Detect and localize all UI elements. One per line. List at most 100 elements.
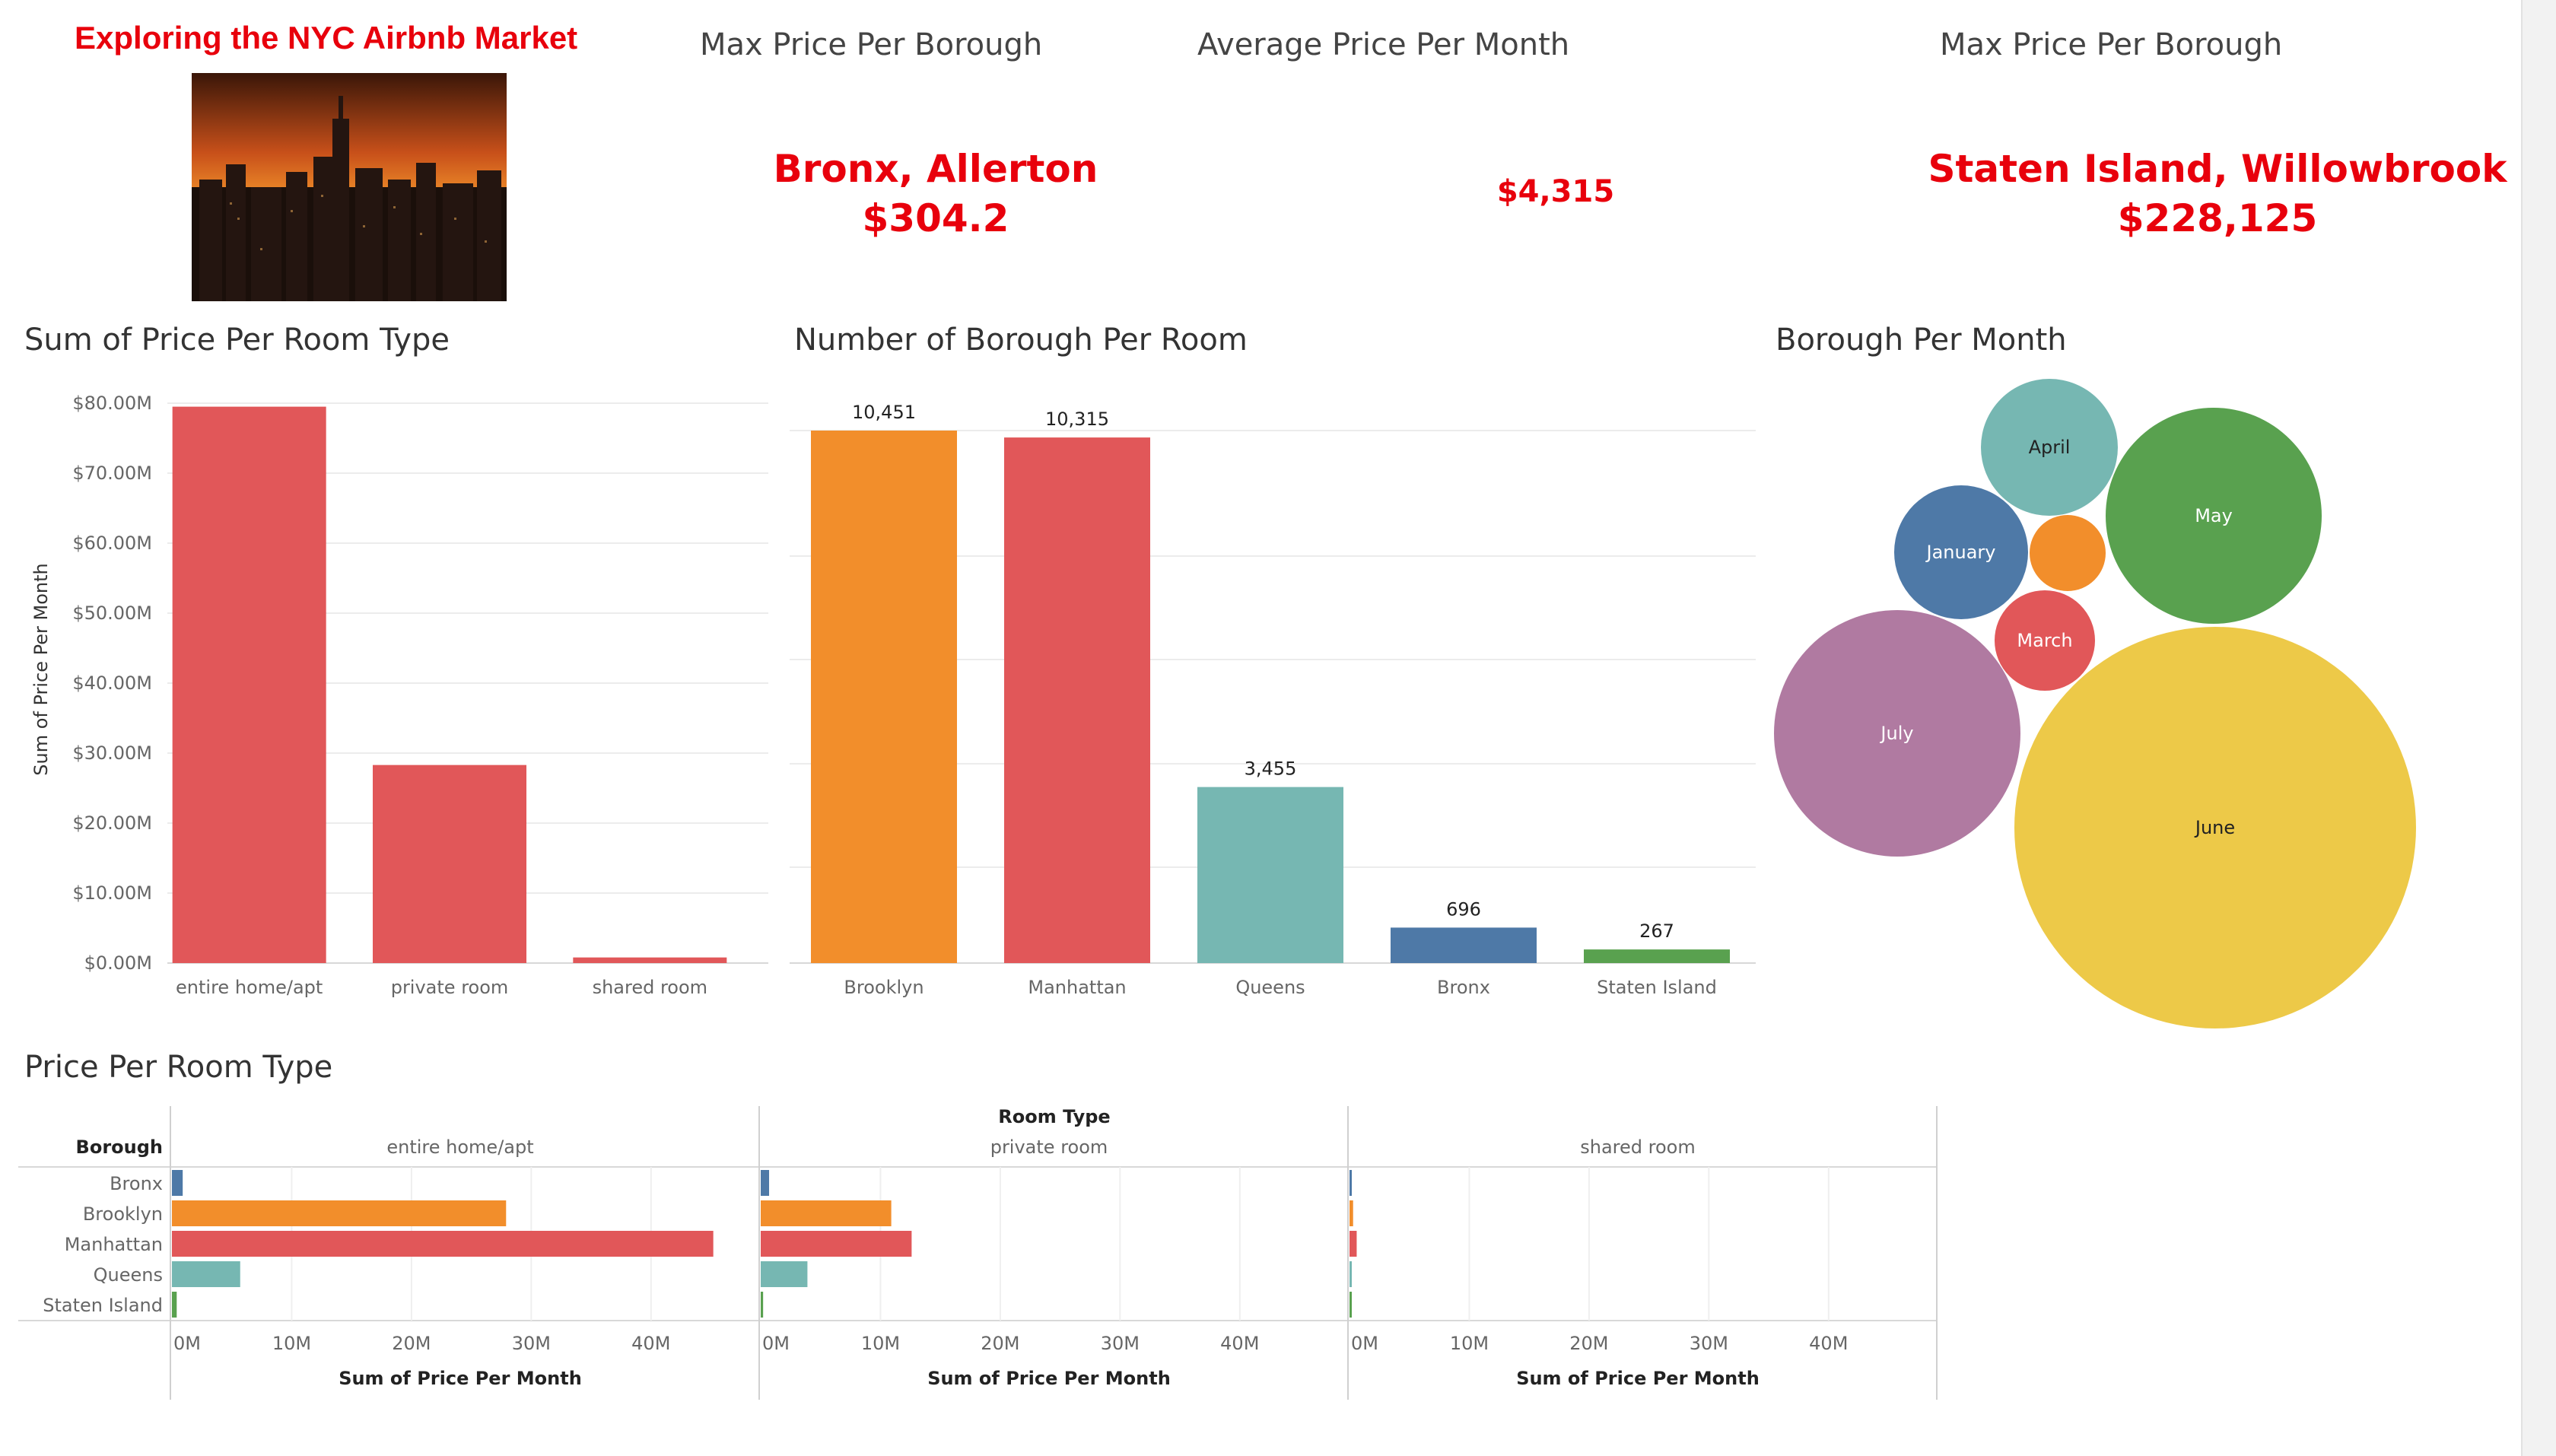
price-room-type-title: Price Per Room Type xyxy=(24,1050,333,1085)
bubble-july[interactable] xyxy=(1774,610,2020,857)
borough-month-bubble-chart: April May January March July June xyxy=(1774,379,2416,1028)
kpi-max-price-2-location: Staten Island, Willowbrook xyxy=(1928,147,2507,191)
y-tick-label: $20.00M xyxy=(72,812,152,834)
x-tick-label: Queens xyxy=(1235,977,1305,998)
x-tick-label: 10M xyxy=(861,1333,900,1354)
bubble-label: April xyxy=(2029,437,2071,458)
x-tick-label: 10M xyxy=(272,1333,311,1354)
row-label: Queens xyxy=(94,1264,163,1286)
bar-manhattan[interactable] xyxy=(172,1231,714,1257)
x-axis-label: Sum of Price Per Month xyxy=(339,1368,582,1389)
panel-header: private room xyxy=(990,1137,1108,1158)
y-tick-label: $10.00M xyxy=(72,882,152,904)
bar-staten-island[interactable] xyxy=(172,1292,177,1318)
bar-value-label: 10,315 xyxy=(1045,409,1109,430)
vertical-scrollbar[interactable] xyxy=(2521,0,2556,1456)
x-tick-label: Staten Island xyxy=(1597,977,1717,998)
x-tick-label: 40M xyxy=(1809,1333,1848,1354)
bar-brooklyn[interactable] xyxy=(172,1200,507,1226)
bar-bronx[interactable] xyxy=(761,1170,770,1196)
x-tick-label: 20M xyxy=(981,1333,1019,1354)
bubble-unlabeled[interactable] xyxy=(2030,515,2106,591)
column-header: Room Type xyxy=(998,1106,1110,1127)
bar-bronx[interactable] xyxy=(172,1170,183,1196)
y-tick-label: $40.00M xyxy=(72,672,152,694)
bar-brooklyn[interactable] xyxy=(811,431,957,963)
kpi-avg-price-value: $4,315 xyxy=(1496,174,1615,209)
x-tick-label: shared room xyxy=(593,977,707,998)
panel-header: entire home/apt xyxy=(386,1137,533,1158)
dashboard-title: Exploring the NYC Airbnb Market xyxy=(75,20,578,56)
bar-queens[interactable] xyxy=(1197,787,1343,963)
bubble-label: May xyxy=(2195,505,2233,526)
bubble-april[interactable] xyxy=(1981,379,2118,516)
bar-manhattan[interactable] xyxy=(761,1231,912,1257)
y-tick-label: $0.00M xyxy=(84,952,152,974)
kpi-max-price-2-value: Staten Island, Willowbrook $228,125 xyxy=(1902,145,2533,243)
bar-queens[interactable] xyxy=(761,1261,808,1287)
borough-count-chart: 10,451 10,315 3,455 696 267 Brooklyn Manhatta… xyxy=(790,402,1756,998)
bubble-january[interactable] xyxy=(1894,485,2028,619)
row-label: Manhattan xyxy=(65,1234,163,1255)
bar-staten-island[interactable] xyxy=(761,1292,764,1318)
bar-value-label: 267 xyxy=(1639,920,1674,942)
bar-queens[interactable] xyxy=(1350,1261,1352,1287)
kpi-max-price-amount: $304.2 xyxy=(862,196,1009,240)
bar-value-label: 10,451 xyxy=(852,402,916,423)
kpi-avg-price-title: Average Price Per Month xyxy=(1197,27,1570,62)
bubble-may[interactable] xyxy=(2106,408,2322,624)
kpi-max-price-2-amount: $228,125 xyxy=(2117,196,2318,240)
x-tick-label: 20M xyxy=(392,1333,431,1354)
bar-bronx[interactable] xyxy=(1391,927,1537,963)
bar-bronx[interactable] xyxy=(1350,1170,1352,1196)
x-tick-label: 10M xyxy=(1450,1333,1489,1354)
row-label: Bronx xyxy=(110,1173,163,1194)
y-tick-label: $80.00M xyxy=(72,393,152,414)
y-tick-label: $30.00M xyxy=(72,742,152,764)
x-tick-label: entire home/apt xyxy=(176,977,323,998)
x-tick-label: 30M xyxy=(1690,1333,1728,1354)
bar-manhattan[interactable] xyxy=(1004,437,1150,963)
row-header: Borough xyxy=(76,1137,163,1158)
borough-month-title: Borough Per Month xyxy=(1776,323,2067,358)
kpi-max-price-title: Max Price Per Borough xyxy=(700,27,1043,62)
x-tick-label: 40M xyxy=(1220,1333,1259,1354)
bar-brooklyn[interactable] xyxy=(761,1200,892,1226)
bar-private-room[interactable] xyxy=(373,765,526,963)
x-tick-label: 30M xyxy=(1101,1333,1140,1354)
y-tick-label: $70.00M xyxy=(72,463,152,484)
x-tick-label: 40M xyxy=(631,1333,670,1354)
panel-header: shared room xyxy=(1580,1137,1695,1158)
x-axis-label: Sum of Price Per Month xyxy=(1516,1368,1760,1389)
x-axis-label: Sum of Price Per Month xyxy=(927,1368,1171,1389)
bubble-label: January xyxy=(1925,542,1996,563)
bubble-label: March xyxy=(2017,630,2072,651)
y-axis-label: Sum of Price Per Month xyxy=(30,563,52,776)
x-tick-label: Brooklyn xyxy=(844,977,924,998)
y-tick-label: $50.00M xyxy=(72,602,152,624)
bubble-june[interactable] xyxy=(2014,627,2416,1028)
kpi-max-price-location: Bronx, Allerton xyxy=(773,147,1098,191)
room-type-sum-title: Sum of Price Per Room Type xyxy=(24,323,450,358)
bar-queens[interactable] xyxy=(172,1261,240,1287)
bar-staten-island[interactable] xyxy=(1584,949,1730,963)
nyc-skyline-image xyxy=(192,73,507,301)
bar-staten-island[interactable] xyxy=(1350,1292,1352,1318)
bar-value-label: 3,455 xyxy=(1245,758,1297,780)
bubble-label: July xyxy=(1879,723,1913,744)
row-label: Staten Island xyxy=(43,1295,163,1316)
x-tick-label: 20M xyxy=(1569,1333,1608,1354)
bar-brooklyn[interactable] xyxy=(1350,1200,1353,1226)
row-label: Brooklyn xyxy=(83,1203,163,1225)
x-tick-label: 0M xyxy=(173,1333,201,1354)
borough-count-title: Number of Borough Per Room xyxy=(794,323,1248,358)
x-tick-label: 0M xyxy=(1351,1333,1378,1354)
room-type-sum-chart: $0.00M $10.00M $20.00M $30.00M $40.00M $50.00… xyxy=(30,393,768,998)
bar-manhattan[interactable] xyxy=(1350,1231,1357,1257)
bubble-march[interactable] xyxy=(1995,590,2095,691)
x-tick-label: 0M xyxy=(762,1333,790,1354)
bar-shared-room[interactable] xyxy=(573,957,727,963)
bar-value-label: 696 xyxy=(1446,898,1481,920)
bar-entire-home-apt[interactable] xyxy=(172,406,326,963)
kpi-max-price-value: Bronx, Allerton $304.2 xyxy=(707,145,1164,243)
